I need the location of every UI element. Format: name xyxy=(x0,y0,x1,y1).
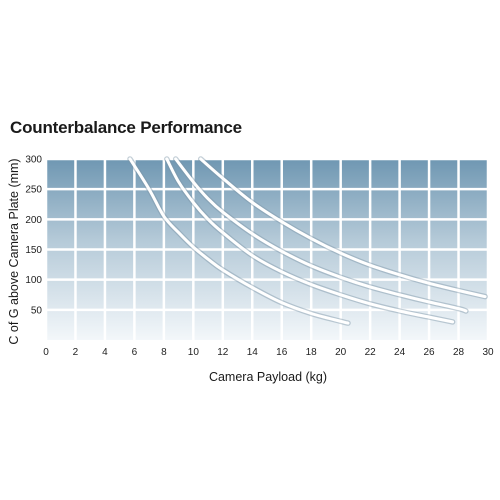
x-tick-label: 8 xyxy=(161,347,167,358)
x-tick-label: 12 xyxy=(217,347,229,358)
series-line-4 xyxy=(199,157,487,299)
y-axis-label: C of G above Camera Plate (mm) xyxy=(7,158,21,344)
y-tick-label: 150 xyxy=(25,245,42,256)
x-axis-ticks: 0 2 4 6 8 10 12 14 16 18 20 22 24 26 28 30 xyxy=(43,347,494,358)
curves xyxy=(127,156,488,326)
y-tick-label: 50 xyxy=(31,305,43,316)
x-tick-label: 30 xyxy=(482,347,494,358)
x-tick-label: 26 xyxy=(424,347,436,358)
x-tick-label: 10 xyxy=(188,347,200,358)
series-line-1 xyxy=(128,157,350,325)
series-line-3 xyxy=(174,157,468,313)
y-axis-ticks: 50 100 150 200 250 300 xyxy=(25,155,42,317)
x-tick-label: 22 xyxy=(365,347,377,358)
x-tick-label: 2 xyxy=(73,347,79,358)
x-tick-label: 6 xyxy=(132,347,138,358)
x-tick-label: 24 xyxy=(394,347,406,358)
x-tick-label: 14 xyxy=(247,347,259,358)
x-tick-label: 4 xyxy=(102,347,108,358)
y-tick-label: 250 xyxy=(25,185,42,196)
x-tick-label: 20 xyxy=(335,347,347,358)
x-tick-label: 28 xyxy=(453,347,465,358)
x-tick-label: 18 xyxy=(306,347,318,358)
chart-title: Counterbalance Performance xyxy=(10,118,242,137)
grid xyxy=(44,157,490,340)
y-tick-label: 300 xyxy=(25,155,42,166)
x-axis-label: Camera Payload (kg) xyxy=(209,370,327,384)
y-tick-label: 200 xyxy=(25,215,42,226)
x-tick-label: 0 xyxy=(43,347,49,358)
series-line-2 xyxy=(165,157,455,324)
x-tick-label: 16 xyxy=(276,347,288,358)
y-tick-label: 100 xyxy=(25,275,42,286)
